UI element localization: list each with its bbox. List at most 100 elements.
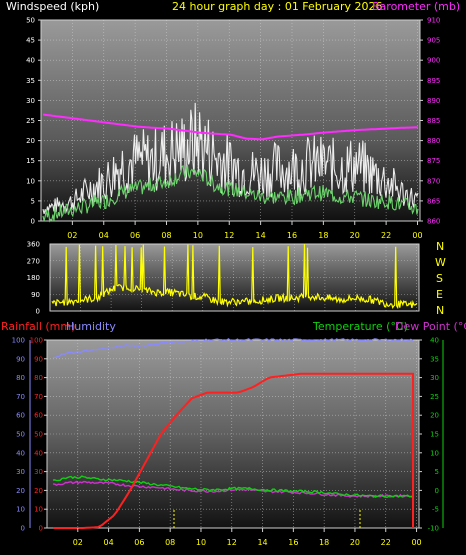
wind-axes: 0 5 10 15 20 25 30 35 40 45 50 860 865 870 875 880 885 89…: [26, 17, 440, 241]
wind-x-tick-label: 12: [224, 231, 234, 240]
direction-y-tick-label: 360: [27, 241, 40, 249]
rain-temp-x-tick-label: 18: [319, 538, 329, 547]
humidity-y-tick-label: 10: [16, 506, 25, 514]
wind-y-tick-label: 25: [26, 117, 35, 125]
rain-temp-x-tick-label: 04: [103, 538, 113, 547]
dewpoint-axis-title: Dew Point (°C): [395, 320, 466, 333]
barometer-y-tick-label: 865: [427, 197, 440, 205]
rain-temp-x-tick-label: 02: [73, 538, 83, 547]
barometer-y-tick-label: 905: [427, 37, 440, 45]
direction-letter-north-bottom: N: [436, 304, 444, 317]
humidity-y-tick-label: 20: [16, 487, 25, 495]
wind-series-group: [42, 102, 419, 223]
wind-y-tick-label: 35: [26, 77, 35, 85]
barometer-axis-title: Barometer (mb): [372, 0, 460, 13]
direction-y-tick-label: 270: [27, 257, 40, 265]
direction-letter-south: S: [436, 272, 443, 285]
temperature-y-tick-label: 0: [435, 487, 439, 495]
humidity-y-tick-label: 0: [21, 525, 25, 533]
graph-title: 24 hour graph day : 01 February 2026: [172, 0, 383, 13]
windspeed-line: [42, 102, 419, 215]
temperature-y-tick-label: -5: [432, 506, 439, 514]
barometer-y-tick-label: 870: [427, 177, 440, 185]
wind-x-tick-label: 22: [381, 231, 391, 240]
wind-average-line: [42, 165, 419, 223]
rainfall-y-tick-label: 40: [34, 449, 43, 457]
barometer-y-tick-label: 885: [427, 117, 440, 125]
temperature-y-tick-label: 30: [430, 374, 439, 382]
humidity-y-tick-label: 70: [16, 393, 25, 401]
wind-x-tick-label: 14: [256, 231, 266, 240]
windspeed-axis-title: Windspeed (kph): [6, 0, 99, 13]
wind-x-tick-label: 04: [99, 231, 109, 240]
rain-temp-x-tick-label: 20: [350, 538, 360, 547]
humidity-axis-title: Humidity: [66, 320, 116, 333]
temperature-y-tick-label: -10: [428, 525, 439, 533]
rain-temp-x-tick-label: 14: [257, 538, 267, 547]
temperature-y-tick-label: 15: [430, 431, 439, 439]
rain-temp-x-tick-label: 06: [134, 538, 144, 547]
rain-temp-x-tick-label: 10: [196, 538, 206, 547]
barometer-y-tick-label: 900: [427, 57, 440, 65]
barometer-y-tick-label: 880: [427, 137, 440, 145]
temperature-y-tick-label: 5: [435, 468, 439, 476]
barometer-y-tick-label: 895: [427, 77, 440, 85]
rain-temp-x-tick-label: 08: [165, 538, 175, 547]
wind-x-tick-label: 16: [287, 231, 297, 240]
wind-x-tick-label: 02: [67, 231, 77, 240]
barometer-y-tick-label: 910: [427, 17, 440, 25]
rainfall-y-tick-label: 30: [34, 468, 43, 476]
direction-series-group: [51, 244, 418, 310]
rain-temp-x-tick-label: 00: [411, 538, 421, 547]
barometer-y-tick-label: 890: [427, 97, 440, 105]
rainfall-y-tick-label: 90: [34, 355, 43, 363]
temperature-y-tick-label: 20: [430, 412, 439, 420]
wind-x-tick-label: 20: [350, 231, 360, 240]
wind-x-tick-label: 06: [130, 231, 140, 240]
rainfall-y-tick-label: 0: [39, 525, 43, 533]
wind-y-tick-label: 5: [31, 197, 35, 205]
rainfall-y-tick-label: 60: [34, 412, 43, 420]
wind-x-tick-label: 10: [193, 231, 203, 240]
rainfall-axis-title: Rainfall (mm): [1, 320, 75, 333]
wind-y-tick-label: 45: [26, 37, 35, 45]
wind-grid: [41, 20, 420, 221]
temperature-axis-title: Temperature (°C): [312, 320, 408, 333]
rainfall-y-tick-label: 70: [34, 393, 43, 401]
rainfall-y-tick-label: 50: [34, 431, 43, 439]
barometer-y-tick-label: 875: [427, 157, 440, 165]
wind-x-tick-label: 08: [161, 231, 171, 240]
wind-y-tick-label: 30: [26, 97, 35, 105]
direction-y-tick-label: 180: [27, 274, 40, 282]
rain-temp-x-tick-label: 12: [227, 538, 237, 547]
rain-temp-series-group: [52, 338, 414, 529]
wind-y-tick-label: 0: [31, 218, 35, 226]
rainfall-y-tick-label: 100: [30, 337, 43, 345]
temperature-y-tick-label: 35: [430, 355, 439, 363]
rain-temp-x-tick-label: 16: [288, 538, 298, 547]
rainfall-y-tick-label: 80: [34, 374, 43, 382]
humidity-y-tick-label: 40: [16, 449, 25, 457]
rainfall-y-tick-label: 10: [34, 506, 43, 514]
wind-y-tick-label: 20: [26, 137, 35, 145]
temperature-y-tick-label: 25: [430, 393, 439, 401]
direction-letter-north-top: N: [436, 240, 444, 253]
humidity-y-tick-label: 50: [16, 431, 25, 439]
humidity-line: [52, 338, 414, 359]
direction-y-tick-label: 0: [36, 308, 40, 316]
rain-temp-x-tick-label: 22: [381, 538, 391, 547]
humidity-y-tick-label: 90: [16, 355, 25, 363]
humidity-y-tick-label: 100: [12, 337, 25, 345]
wind-y-tick-label: 40: [26, 57, 35, 65]
temperature-y-tick-label: 40: [430, 337, 439, 345]
humidity-y-tick-label: 30: [16, 468, 25, 476]
wind-direction-line: [51, 244, 418, 310]
direction-y-tick-label: 90: [31, 291, 40, 299]
rainfall-line: [53, 372, 414, 529]
wind-y-tick-label: 10: [26, 177, 35, 185]
humidity-y-tick-label: 60: [16, 412, 25, 420]
direction-axes: 0 90 180 270 360: [27, 241, 40, 316]
